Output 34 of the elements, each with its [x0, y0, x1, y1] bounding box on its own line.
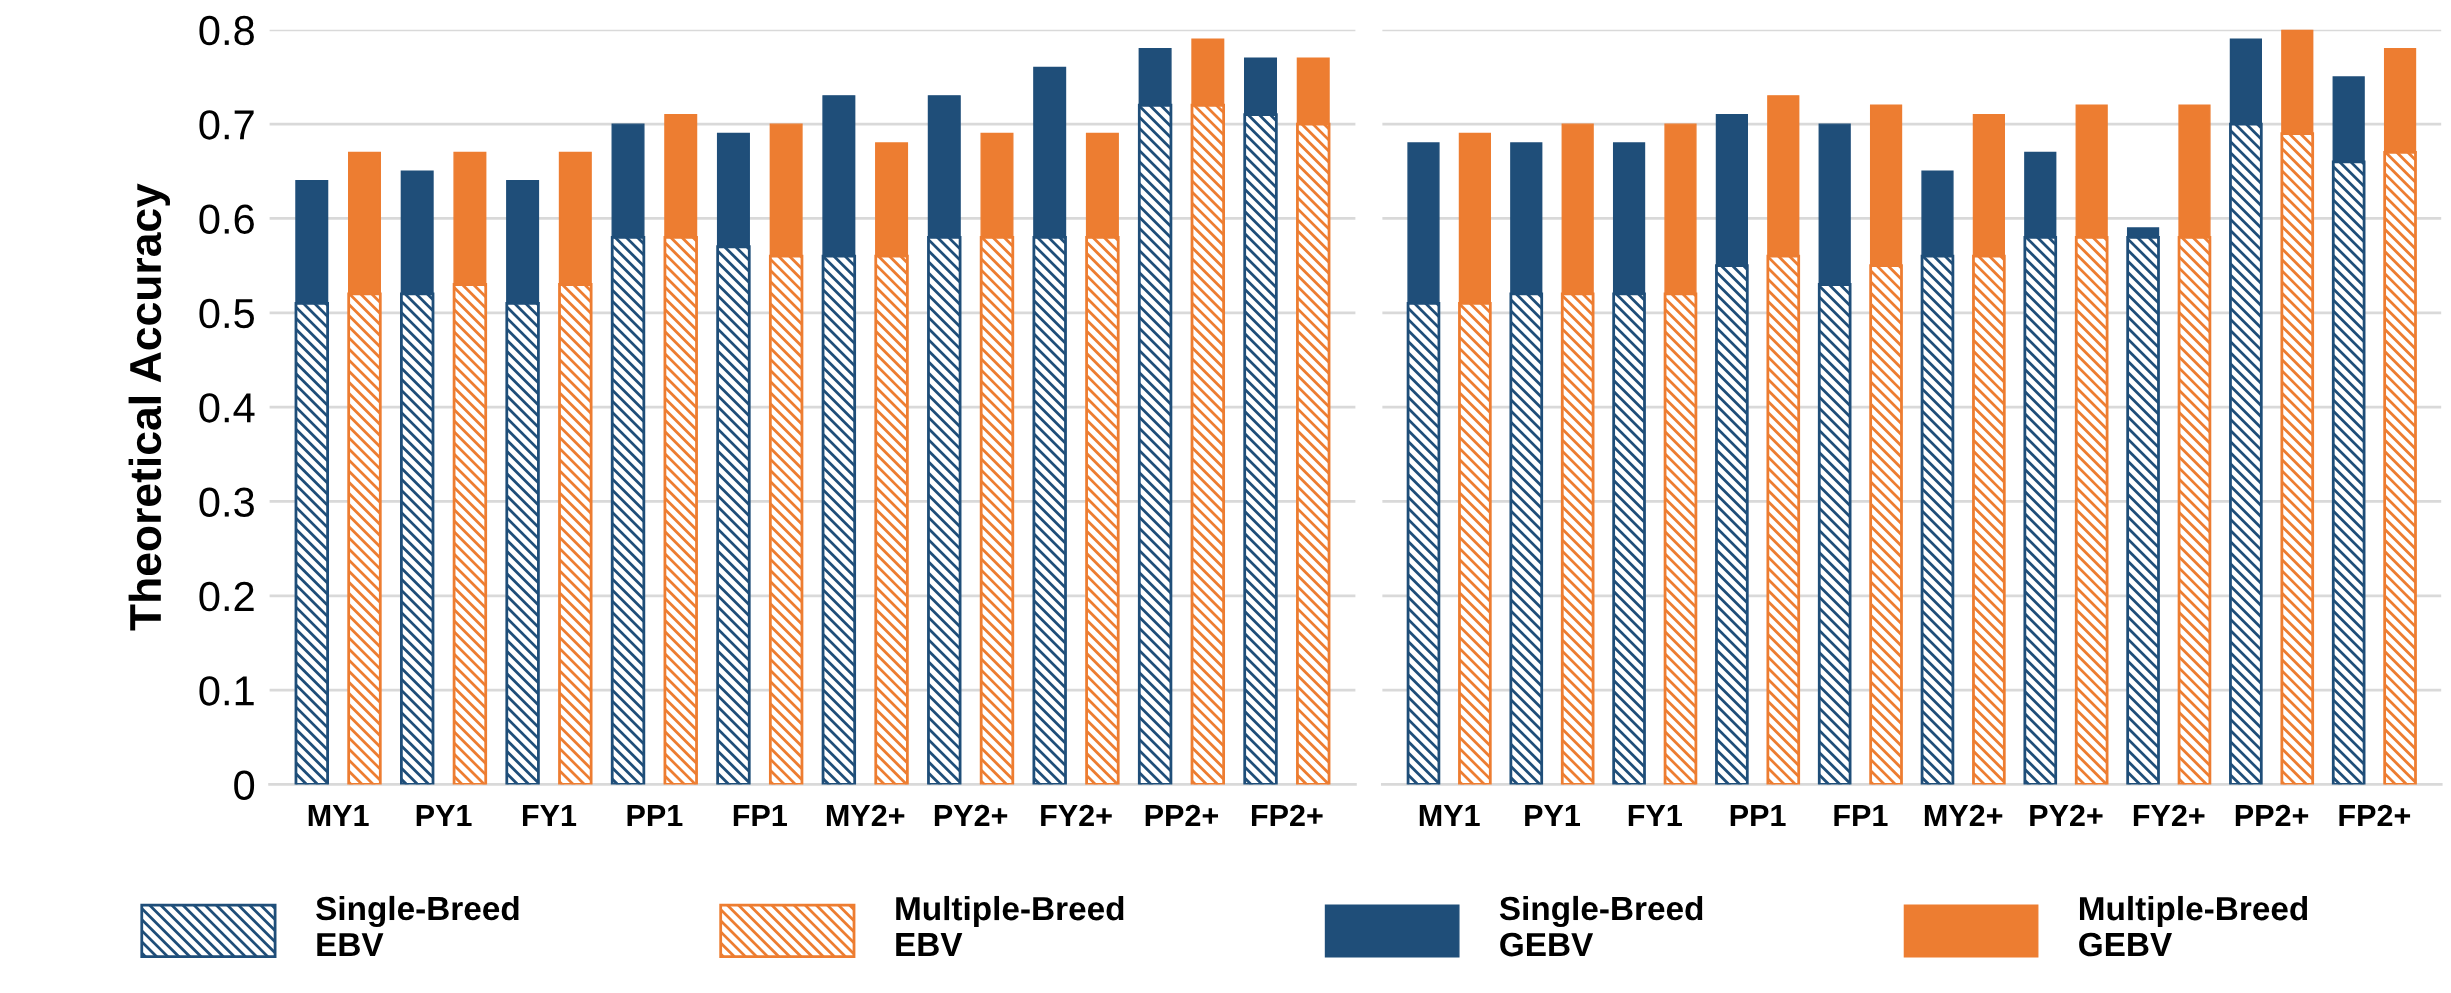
legend-label: Single-Breed GEBV: [1499, 895, 1703, 957]
x-tick-label: PY2+: [2030, 804, 2103, 827]
x-tick-label: PY1: [416, 805, 472, 827]
y-tick-label: 0: [234, 770, 255, 800]
x-tick-label: FY2+: [2133, 804, 2205, 827]
x-tick-label: PP1: [627, 805, 683, 827]
x-tick-label: MY1: [308, 805, 369, 827]
x-tick-label: FY1: [522, 805, 577, 827]
y-tick-label: 0.7: [199, 110, 254, 140]
x-tick-label: FP1: [733, 805, 787, 827]
x-tick-label: MY2+: [1924, 804, 2003, 827]
legend-label: Multiple-Breed GEBV: [2079, 895, 2308, 957]
y-tick-label: 0.3: [199, 487, 254, 517]
x-tick-label: PY2+: [934, 804, 1008, 827]
y-axis-title: Theoretical Accuracy: [128, 183, 171, 631]
y-tick-label: 0.1: [199, 676, 254, 706]
x-tick-label: FP2+: [2339, 804, 2411, 827]
y-tick-label: 0.6: [199, 204, 254, 234]
x-tick-label: FY2+: [1041, 804, 1112, 827]
x-tick-label: FY1: [1628, 805, 1682, 827]
x-tick-label: PP1: [1730, 805, 1786, 827]
x-tick-label: PP2+: [1145, 804, 1219, 827]
x-tick-label: FP1: [1834, 805, 1888, 827]
y-tick-label: 0.5: [199, 298, 254, 329]
x-tick-label: MY1: [1419, 805, 1480, 827]
x-tick-label: MY2+: [826, 804, 905, 827]
y-tick-label: 0.2: [199, 581, 254, 612]
y-tick-label: 0.8: [199, 15, 254, 46]
x-tick-label: PP2+: [2235, 804, 2309, 827]
legend-label: Multiple-Breed EBV: [896, 895, 1124, 957]
x-tick-label: FP2+: [1251, 804, 1323, 827]
y-tick-label: 0.4: [199, 393, 255, 423]
legend-label: Single-Breed EBV: [316, 895, 519, 957]
x-tick-label: PY1: [1525, 805, 1581, 827]
